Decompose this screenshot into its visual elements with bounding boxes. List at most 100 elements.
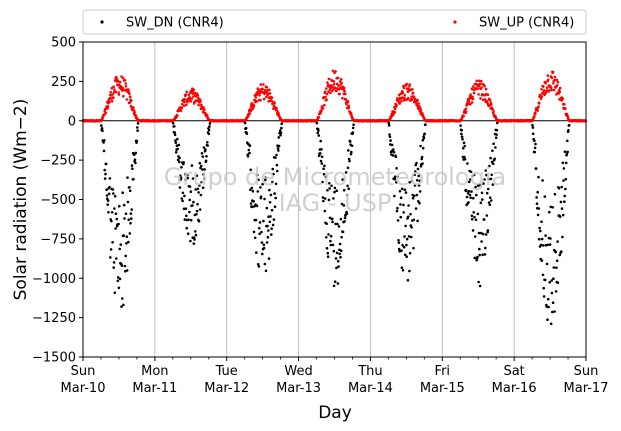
sw-dn-point (103, 177, 107, 180)
sw-dn-point (260, 241, 264, 244)
sw-dn-point (122, 303, 125, 307)
sw-up-point (180, 102, 184, 106)
sw-dn-point (102, 149, 106, 153)
sw-dn-point (130, 208, 133, 211)
sw-up-point (111, 93, 114, 96)
sw-dn-point (116, 279, 120, 283)
sw-up-point (134, 114, 138, 117)
sw-dn-point (396, 206, 399, 210)
sw-up-point (540, 95, 544, 98)
sw-up-point (265, 86, 269, 89)
sw-dn-point (103, 139, 106, 142)
sw-up-point (472, 85, 475, 88)
sw-dn-point (495, 133, 498, 136)
sw-up-point (268, 92, 272, 95)
sw-up-point (110, 99, 114, 103)
sw-dn-point (109, 256, 112, 259)
sw-dn-point (191, 177, 195, 180)
sw-up-point (536, 109, 539, 112)
sw-up-point (199, 100, 202, 103)
sw-up-point (406, 96, 410, 100)
sw-dn-point (417, 174, 421, 178)
sw-dn-point (349, 152, 353, 156)
sw-up-point (552, 88, 556, 92)
sw-dn-point (123, 264, 127, 268)
sw-dn-point (252, 230, 256, 234)
sw-dn-point (546, 318, 549, 322)
sw-dn-point (100, 127, 104, 130)
sw-dn-point (183, 172, 187, 176)
sw-up-point (332, 82, 336, 86)
sw-dn-point (196, 202, 199, 206)
sw-dn-point (255, 204, 259, 208)
sw-dn-point (531, 123, 534, 127)
sw-dn-point (184, 207, 188, 210)
sw-dn-point (111, 241, 114, 244)
sw-dn-point (417, 200, 420, 203)
sw-dn-point (341, 230, 345, 234)
sw-dn-point (112, 261, 116, 264)
sw-dn-point (280, 126, 283, 130)
sw-up-point (249, 109, 252, 113)
sw-dn-point (399, 196, 403, 199)
sw-up-point (467, 100, 471, 103)
sw-up-point (319, 111, 323, 114)
sw-dn-point (113, 207, 116, 210)
sw-dn-point (489, 177, 493, 181)
sw-dn-point (130, 164, 134, 167)
sw-dn-point (183, 194, 186, 198)
sw-dn-point (556, 240, 559, 243)
x-tick-label-day: Mon (141, 364, 168, 379)
sw-dn-point (331, 220, 334, 224)
sw-dn-point (491, 162, 495, 166)
sw-dn-point (277, 149, 280, 152)
sw-dn-point (120, 264, 124, 267)
sw-dn-point (105, 188, 108, 191)
y-tick-label: −1250 (32, 311, 76, 326)
sw-up-point (320, 109, 323, 112)
sw-up-point (478, 82, 482, 86)
sw-dn-point (415, 179, 419, 182)
sw-up-point (184, 93, 188, 97)
sw-dn-point (334, 222, 337, 226)
sw-up-point (106, 105, 110, 108)
sw-dn-point (477, 280, 480, 284)
sw-dn-point (246, 155, 250, 158)
sw-dn-point (407, 204, 410, 207)
sw-dn-point (464, 189, 468, 193)
sw-up-point (411, 91, 415, 95)
sw-dn-point (335, 189, 339, 192)
sw-dn-point (396, 219, 400, 222)
sw-up-point (248, 112, 252, 115)
sw-dn-point (562, 179, 565, 182)
sw-dn-point (270, 233, 273, 236)
sw-dn-point (106, 203, 109, 206)
sw-dn-point (316, 131, 320, 135)
sw-dn-point (399, 215, 403, 219)
sw-dn-point (346, 166, 350, 170)
x-tick-label-day: Fri (435, 364, 451, 379)
sw-dn-point (469, 178, 472, 181)
sw-dn-point (269, 215, 272, 218)
sw-dn-point (539, 243, 543, 247)
sw-dn-point (408, 181, 412, 184)
sw-dn-point (333, 186, 337, 190)
sw-dn-point (531, 132, 535, 136)
sw-dn-point (397, 247, 401, 251)
sw-dn-point (331, 243, 335, 247)
sw-up-point (117, 91, 120, 94)
sw-dn-point (423, 132, 427, 136)
sw-dn-point (207, 128, 211, 132)
sw-dn-point (329, 234, 333, 238)
sw-dn-point (121, 297, 124, 300)
sw-dn-point (554, 290, 558, 293)
sw-dn-point (186, 176, 190, 180)
sw-up-point (486, 93, 490, 97)
sw-dn-point (271, 223, 275, 227)
sw-up-point (190, 97, 194, 100)
sw-dn-point (107, 192, 111, 196)
sw-up-point (108, 100, 111, 103)
sw-dn-point (329, 239, 332, 243)
sw-dn-point (472, 196, 475, 200)
